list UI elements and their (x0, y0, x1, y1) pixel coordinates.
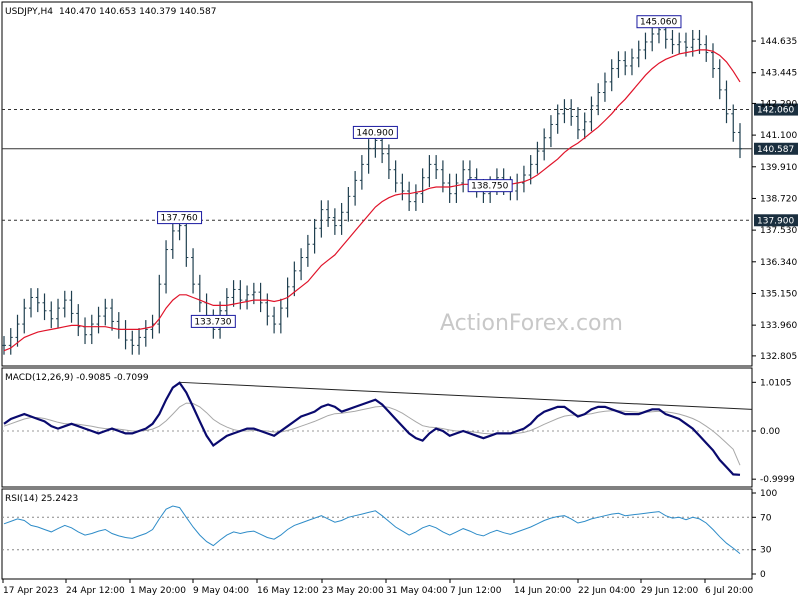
x-tick-label: 24 Apr 12:00 (66, 586, 125, 596)
x-tick-label: 16 May 12:00 (257, 586, 319, 596)
axes-group: 144.635 143.445 142.290 141.100 139.910 138.7… (2, 37, 797, 596)
x-tick-label: 14 Jun 20:00 (514, 586, 571, 596)
level-label: 142.060 (757, 106, 794, 116)
macd-panel-title: MACD(12,26,9) -0.9085 -0.7099 (5, 373, 149, 383)
macd-series-group (2, 381, 753, 476)
x-tick-label: 29 Jun 12:00 (641, 586, 698, 596)
x-tick-label: 31 May 04:00 (386, 586, 448, 596)
annotation-label: 137.760 (161, 214, 198, 224)
price-panel-title: USDJPY,H4 140.470 140.653 140.379 140.587 (5, 7, 216, 17)
x-tick-label: 17 Apr 2023 (3, 586, 59, 596)
level-label-bg (754, 103, 798, 116)
macd-line (3, 381, 741, 476)
x-tick-label: 23 May 20:00 (322, 586, 384, 596)
ohlc-values: 140.470 140.653 140.379 140.587 (59, 7, 216, 17)
rsi-y-tick-label: 70 (760, 513, 772, 523)
symbol-label: USDJPY,H4 (5, 7, 53, 17)
annotation-label: 140.900 (356, 128, 393, 138)
rsi-line (3, 505, 741, 554)
rsi-y-tick-label: 0 (760, 570, 766, 580)
price-y-tick-label: 142.290 (760, 99, 797, 109)
macd-y-tick-label: 0.00 (760, 427, 780, 437)
price-y-tick-label: 143.445 (760, 69, 797, 79)
macd-y-tick-label: -0.9999 (760, 475, 795, 485)
macd-y-tick-label: 1.0105 (760, 378, 792, 388)
price-y-tick-label: 132.805 (760, 352, 797, 362)
x-tick-label: 1 May 20:00 (130, 586, 186, 596)
price-y-tick-label: 133.960 (760, 321, 797, 331)
macd-panel-frame (1, 367, 753, 488)
level-label-bg (754, 214, 798, 227)
annotation-box (157, 211, 203, 225)
annotation-box (467, 179, 513, 193)
annotation-label: 138.750 (471, 182, 508, 192)
watermark: ActionForex.com (440, 311, 623, 336)
price-y-tick-label: 136.340 (760, 258, 797, 268)
x-tick-label: 22 Jun 04:00 (578, 586, 635, 596)
price-y-tick-label: 137.530 (760, 226, 797, 236)
price-y-tick-label: 141.100 (760, 131, 797, 141)
x-tick-label: 7 Jun 12:00 (450, 586, 502, 596)
price-y-tick-label: 135.150 (760, 289, 797, 299)
moving-average-line (3, 49, 741, 352)
price-y-tick-label: 138.720 (760, 194, 797, 204)
rsi-y-tick-label: 100 (760, 489, 777, 499)
rsi-y-tick-label: 30 (760, 546, 772, 556)
level-label: 137.900 (757, 216, 794, 226)
price-y-tick-label: 144.635 (760, 37, 797, 47)
rsi-panel-frame (1, 488, 753, 580)
annotation-label: 145.060 (640, 18, 677, 28)
annotation-box (636, 15, 682, 29)
x-tick-label: 9 May 04:00 (193, 586, 249, 596)
macd-trendline (179, 381, 753, 410)
rsi-series-group (2, 505, 752, 554)
annotation-box (190, 314, 236, 328)
price-series-group: 142.060 140.587 137.900 145.060 140.900 137.7… (2, 15, 798, 355)
annotation-label: 133.730 (194, 317, 231, 327)
level-label: 140.587 (757, 145, 794, 155)
price-y-tick-label: 139.910 (760, 163, 797, 173)
level-label-bg (754, 142, 798, 155)
price-panel-frame (1, 1, 753, 367)
x-tick-label: 6 Jul 20:00 (705, 586, 754, 596)
rsi-panel-title: RSI(14) 25.2423 (5, 494, 78, 504)
annotation-box (352, 125, 398, 139)
macd-signal-line (3, 402, 741, 466)
